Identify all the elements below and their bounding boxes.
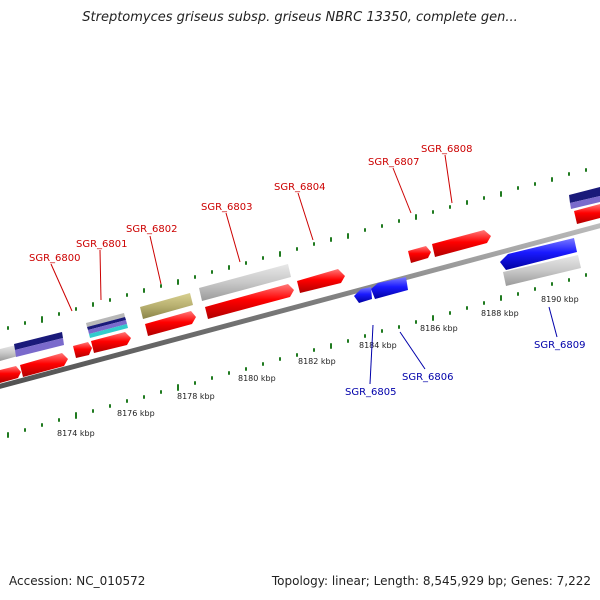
feature-navy-band-2 [87, 317, 126, 330]
feature-gray-lower [503, 255, 581, 286]
gene-label-top[interactable]: SGR_6803 [201, 202, 253, 213]
accession-label: Accession: NC_010572 [9, 574, 146, 588]
gene-label-top[interactable]: SGR_6804 [274, 182, 326, 193]
top-ruler-ticks [7, 168, 587, 330]
feature-olive [140, 293, 193, 319]
bottom-ruler-ticks [7, 273, 587, 438]
scale-label: 8180 kbp [238, 374, 276, 383]
gene-arrow-forward [145, 311, 196, 336]
scale-labels: 8174 kbp 8176 kbp 8178 kbp 8180 kbp 8182… [57, 295, 579, 438]
feature-cyan-band [89, 324, 128, 338]
feature-navy-band [14, 332, 63, 350]
gene-label-bottom[interactable]: SGR_6806 [402, 372, 454, 383]
scale-label: 8174 kbp [57, 429, 95, 438]
scale-label: 8188 kbp [481, 309, 519, 318]
top-gene-labels[interactable]: SGR_6800 SGR_6801 SGR_6802 SGR_6803 SGR_… [29, 144, 473, 264]
gene-arrow-forward [432, 230, 491, 257]
feature-violet-band-2 [88, 320, 127, 334]
gene-arrow-reverse [371, 277, 408, 299]
gene-arrow-forward [20, 353, 68, 377]
gene-label-top[interactable]: SGR_6808 [421, 144, 473, 155]
gene-arrow-forward [91, 332, 131, 353]
gene-label-top[interactable]: SGR_6800 [29, 253, 81, 264]
gene-arrow-forward [73, 342, 92, 358]
gene-label-top[interactable]: SGR_6801 [76, 239, 128, 250]
gene-label-bottom[interactable]: SGR_6809 [534, 340, 586, 351]
gene-arrow-forward [297, 269, 345, 293]
gene-label-top[interactable]: SGR_6802 [126, 224, 178, 235]
genome-backbone [0, 223, 600, 389]
gene-label-bottom[interactable]: SGR_6805 [345, 387, 397, 398]
feature-violet-band [15, 338, 64, 357]
page-title: Streptomyces griseus subsp. griseus NBRC… [82, 10, 518, 25]
bottom-leader-lines [369, 306, 558, 385]
feature-gray-large [199, 264, 291, 301]
scale-label: 8186 kbp [420, 324, 458, 333]
feature-gray-partial [0, 345, 18, 361]
scale-label: 8176 kbp [117, 409, 155, 418]
reverse-genes [354, 238, 581, 303]
feature-gray-band [86, 313, 125, 327]
feature-navy-band-right [569, 187, 600, 203]
gene-arrow-reverse [354, 287, 372, 303]
gene-arrow-forward [0, 366, 21, 383]
top-leader-lines [50, 154, 453, 312]
bottom-gene-labels[interactable]: SGR_6805 SGR_6806 SGR_6809 [345, 340, 586, 398]
scale-label: 8184 kbp [359, 341, 397, 350]
genome-summary: Topology: linear; Length: 8,545,929 bp; … [271, 574, 591, 588]
gene-label-top[interactable]: SGR_6807 [368, 157, 420, 168]
scale-label: 8182 kbp [298, 357, 336, 366]
scale-label: 8178 kbp [177, 392, 215, 401]
upper-feature-row [0, 187, 600, 361]
gene-arrow-forward [574, 204, 600, 224]
forward-genes [0, 204, 600, 383]
feature-violet-band-right [570, 196, 600, 209]
gene-arrow-forward [408, 246, 431, 263]
gene-arrow-forward [205, 284, 294, 319]
scale-label: 8190 kbp [541, 295, 579, 304]
gene-arrow-reverse [500, 238, 577, 270]
